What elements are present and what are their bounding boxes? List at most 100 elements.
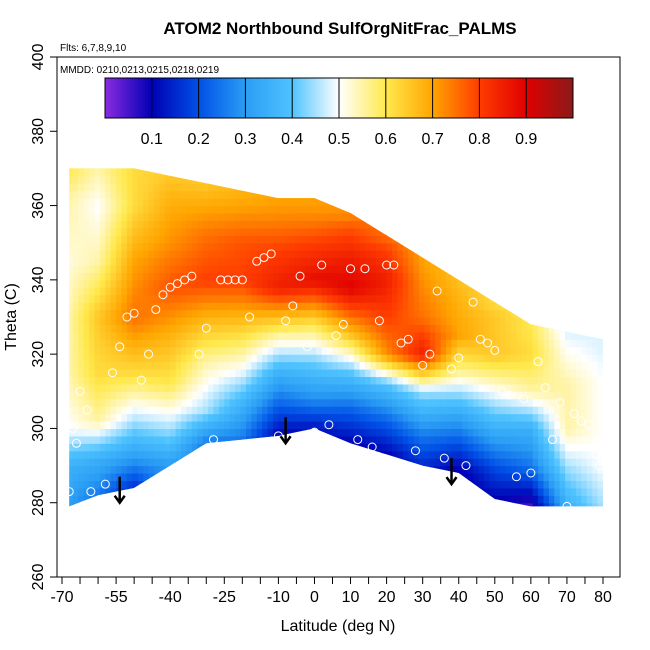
heatmap-cell [110, 346, 117, 355]
heatmap-cell [213, 205, 220, 214]
heatmap-cell [289, 361, 296, 370]
heatmap-cell [137, 294, 144, 303]
heatmap-cell [121, 205, 128, 214]
heatmap-cell [89, 198, 96, 207]
heatmap-cell [565, 175, 572, 184]
heatmap-cell [267, 265, 274, 274]
heatmap-cell [500, 443, 507, 452]
heatmap-cell [543, 480, 550, 489]
heatmap-cell [300, 198, 307, 207]
sample-point [252, 256, 262, 266]
heatmap-cell [473, 220, 480, 229]
heatmap-cell [467, 502, 474, 507]
heatmap-cell [191, 302, 198, 311]
heatmap-cell [175, 198, 182, 207]
heatmap-cell [256, 346, 263, 355]
heatmap-cell [245, 309, 252, 318]
heatmap-cell [262, 205, 269, 214]
heatmap-cell [451, 376, 458, 385]
heatmap-cell [343, 391, 350, 400]
heatmap-cell [116, 421, 123, 430]
heatmap-cell [153, 502, 160, 507]
heatmap-cell [462, 339, 469, 348]
heatmap-cell [386, 242, 393, 251]
heatmap-cell [251, 398, 258, 407]
heatmap-cell [586, 487, 593, 496]
heatmap-cell [505, 465, 512, 474]
heatmap-cell [213, 302, 220, 311]
heatmap-cell [402, 302, 409, 311]
heatmap-cell [467, 458, 474, 467]
heatmap-cell [289, 465, 296, 474]
heatmap-cell [559, 361, 566, 370]
heatmap-cell [170, 272, 177, 281]
heatmap-cell [235, 450, 242, 459]
heatmap-cell [548, 235, 555, 244]
heatmap-cell [213, 175, 220, 184]
heatmap-cell [170, 376, 177, 385]
heatmap-cell [500, 369, 507, 378]
heatmap-cell [294, 309, 301, 318]
heatmap-cell [132, 339, 139, 348]
heatmap-cell [489, 205, 496, 214]
heatmap-cell [489, 450, 496, 459]
heatmap-cell [429, 495, 436, 504]
heatmap-cell [235, 287, 242, 296]
sample-point [432, 286, 442, 296]
heatmap-cell [218, 294, 225, 303]
heatmap-cell [408, 487, 415, 496]
heatmap-cell [559, 331, 566, 340]
heatmap-cell [78, 205, 85, 214]
heatmap-cell [462, 168, 469, 177]
heatmap-cell [159, 250, 166, 259]
heatmap-cell [126, 435, 133, 444]
heatmap-cell [370, 175, 377, 184]
heatmap-cell [483, 205, 490, 214]
heatmap-cell [181, 465, 188, 474]
heatmap-cell [354, 406, 361, 415]
heatmap-cell [186, 317, 193, 326]
heatmap-cell [494, 398, 501, 407]
heatmap-cell [153, 279, 160, 288]
heatmap-cell [224, 458, 231, 467]
heatmap-cell [310, 391, 317, 400]
heatmap-cell [251, 168, 258, 170]
heatmap-cell [164, 495, 171, 504]
heatmap-cell [170, 175, 177, 184]
heatmap-cell [559, 168, 566, 170]
heatmap-cell [597, 458, 604, 467]
heatmap-cell [202, 287, 209, 296]
heatmap-cell [478, 168, 485, 170]
heatmap-cell [364, 175, 371, 184]
heatmap-cell [543, 421, 550, 430]
heatmap-cell [532, 495, 539, 504]
heatmap-cell [548, 458, 555, 467]
heatmap-cell [456, 428, 463, 437]
heatmap-cell [603, 376, 604, 385]
heatmap-cell [586, 279, 593, 288]
heatmap-cell [72, 406, 79, 415]
heatmap-cell [473, 339, 480, 348]
heatmap-cell [586, 287, 593, 296]
heatmap-cell [581, 272, 588, 281]
heatmap-cell [375, 331, 382, 340]
heatmap-cell [251, 450, 258, 459]
heatmap-cell [327, 383, 334, 392]
heatmap-cell [494, 383, 501, 392]
heatmap-cell [289, 272, 296, 281]
heatmap-cell [170, 502, 177, 507]
heatmap-cell [240, 361, 247, 370]
heatmap-cell [375, 406, 382, 415]
heatmap-cell [576, 510, 582, 518]
heatmap-cell [543, 369, 550, 378]
heatmap-cell [548, 413, 555, 422]
heatmap-cell [110, 361, 117, 370]
heatmap-cell [451, 168, 458, 177]
heatmap-cell [505, 235, 512, 244]
heatmap-cell [386, 413, 393, 422]
heatmap-cell [181, 354, 188, 363]
heatmap-cell [592, 242, 599, 251]
heatmap-cell [538, 443, 545, 452]
heatmap-cell [191, 406, 198, 415]
heatmap-cell [575, 265, 582, 274]
